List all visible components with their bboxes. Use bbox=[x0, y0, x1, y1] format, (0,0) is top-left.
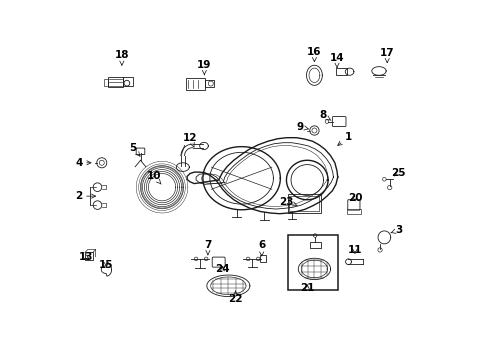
Text: 17: 17 bbox=[379, 48, 394, 63]
Text: 15: 15 bbox=[99, 260, 113, 270]
Bar bbox=[289, 196, 318, 211]
Text: 7: 7 bbox=[204, 240, 211, 255]
Bar bbox=[346, 210, 360, 215]
Bar bbox=[204, 80, 214, 87]
Text: 23: 23 bbox=[279, 197, 296, 207]
Text: 16: 16 bbox=[306, 46, 321, 62]
Text: 13: 13 bbox=[79, 252, 93, 262]
Text: 22: 22 bbox=[228, 291, 242, 304]
Bar bbox=[186, 78, 204, 90]
Text: 14: 14 bbox=[329, 53, 344, 67]
Text: 18: 18 bbox=[114, 50, 129, 65]
Text: 21: 21 bbox=[300, 283, 314, 293]
Text: 2: 2 bbox=[75, 191, 96, 201]
Text: 6: 6 bbox=[258, 240, 265, 256]
Text: 8: 8 bbox=[319, 111, 330, 121]
Text: 9: 9 bbox=[296, 122, 308, 132]
Bar bbox=[259, 255, 265, 262]
Text: 19: 19 bbox=[197, 60, 211, 75]
Text: 4: 4 bbox=[75, 158, 91, 168]
Bar bbox=[287, 194, 320, 213]
Bar bbox=[309, 242, 320, 248]
Text: 10: 10 bbox=[146, 171, 161, 184]
Bar bbox=[122, 77, 133, 86]
Bar bbox=[104, 78, 108, 86]
Text: 3: 3 bbox=[390, 225, 402, 235]
Text: 20: 20 bbox=[347, 193, 362, 203]
Text: 1: 1 bbox=[337, 132, 351, 145]
Bar bbox=[85, 252, 93, 260]
Text: 25: 25 bbox=[390, 168, 405, 178]
Bar bbox=[335, 68, 346, 75]
Bar bbox=[287, 235, 337, 291]
Text: 5: 5 bbox=[129, 143, 140, 156]
Text: 11: 11 bbox=[347, 245, 362, 255]
Text: 12: 12 bbox=[183, 133, 197, 147]
Text: 24: 24 bbox=[215, 264, 229, 274]
Bar bbox=[108, 77, 122, 87]
